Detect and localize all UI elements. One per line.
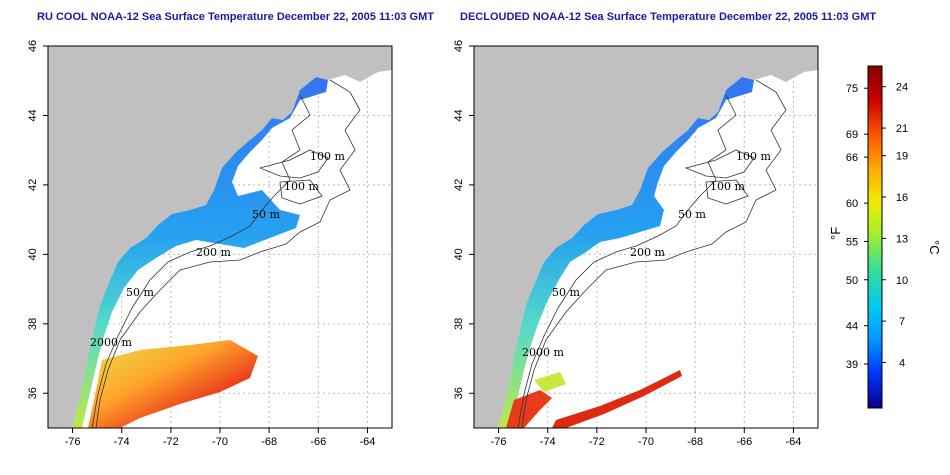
left-sst-map: 100 m 100 m 50 m 200 m 50 m 2000 m -76 -7… (27, 40, 393, 448)
x-tick-label: -72 (589, 436, 605, 448)
fahrenheit-tick-label: 50 (846, 275, 858, 287)
colorbar-gradient (867, 65, 883, 409)
sst-warm-streak (552, 370, 682, 428)
celsius-tick-label: 4 (899, 357, 905, 369)
y-tick-label: 46 (27, 40, 39, 52)
fahrenheit-tick-label: 55 (846, 236, 858, 248)
y-tick-label: 40 (27, 248, 39, 260)
celsius-tick-label: 13 (896, 233, 908, 245)
sst-mild-patch (534, 372, 566, 392)
x-tick-label: -66 (310, 436, 326, 448)
contour-label: 200 m (630, 246, 665, 259)
celsius-tick-label: 10 (896, 275, 908, 287)
sst-warm-water (88, 340, 258, 428)
x-tick-label: -76 (65, 436, 81, 448)
fahrenheit-tick-label: 69 (846, 129, 858, 141)
x-tick-label: -70 (212, 436, 228, 448)
x-tick-label: -64 (785, 436, 801, 448)
contour-label: 50 m (126, 286, 154, 299)
contour-label: 100 m (736, 150, 771, 163)
bathymetry-contours (91, 79, 361, 429)
colorbar: 24 21 19 16 13 10 7 4 75 69 66 60 55 50 44 39 °F °C (828, 65, 942, 409)
colorbar-ticks: 24 21 19 16 13 10 7 4 75 69 66 60 55 50 44 39 (846, 82, 908, 371)
y-tick-label: 44 (453, 109, 465, 121)
y-tick-label: 38 (453, 318, 465, 330)
y-tick-label: 46 (453, 40, 465, 52)
fahrenheit-unit-label: °F (828, 227, 843, 240)
fahrenheit-tick-label: 44 (846, 321, 858, 333)
land-mass (474, 46, 818, 428)
left-panel-title: RU COOL NOAA-12 Sea Surface Temperature … (37, 11, 434, 23)
contour-label: 50 m (552, 286, 580, 299)
y-tick-label: 36 (453, 387, 465, 399)
axis-ticks: -76 -74 -72 -70 -68 -66 -64 36 38 40 42 44 46 (453, 40, 801, 448)
y-tick-label: 44 (27, 109, 39, 121)
x-tick-label: -68 (687, 436, 703, 448)
sst-warm-water (506, 390, 552, 428)
x-tick-label: -76 (491, 436, 507, 448)
bathymetry-contours (517, 79, 787, 429)
celsius-tick-label: 21 (896, 123, 908, 135)
y-tick-label: 36 (27, 387, 39, 399)
x-tick-label: -70 (638, 436, 654, 448)
celsius-unit-label: °C (927, 240, 942, 255)
celsius-tick-label: 16 (896, 192, 908, 204)
celsius-tick-label: 24 (896, 82, 908, 94)
x-tick-label: -74 (540, 436, 556, 448)
fahrenheit-tick-label: 66 (846, 152, 858, 164)
x-tick-label: -74 (114, 436, 130, 448)
fahrenheit-tick-label: 75 (846, 83, 858, 95)
x-tick-label: -68 (261, 436, 277, 448)
contour-label: 100 m (310, 150, 345, 163)
contour-label: 2000 m (90, 336, 132, 349)
contour-label: 200 m (196, 246, 231, 259)
right-panel-title: DECLOUDED NOAA-12 Sea Surface Temperatur… (460, 11, 877, 23)
contour-label: 50 m (252, 208, 280, 221)
contour-label: 100 m (284, 180, 319, 193)
x-tick-label: -64 (359, 436, 375, 448)
x-tick-label: -66 (736, 436, 752, 448)
x-tick-label: -72 (163, 436, 179, 448)
contour-label: 50 m (678, 208, 706, 221)
y-tick-label: 42 (453, 179, 465, 191)
fahrenheit-tick-label: 39 (846, 359, 858, 371)
right-sst-map: 100 m 100 m 50 m 200 m 50 m 2000 m -76 -7… (453, 40, 819, 448)
contour-label: 100 m (710, 180, 745, 193)
fahrenheit-tick-label: 60 (846, 198, 858, 210)
y-tick-label: 42 (27, 179, 39, 191)
y-tick-label: 38 (27, 318, 39, 330)
axis-ticks: -76 -74 -72 -70 -68 -66 -64 36 38 40 42 44 46 (27, 40, 375, 448)
celsius-tick-label: 19 (896, 151, 908, 163)
land-mass (48, 46, 392, 428)
contour-label: 2000 m (522, 346, 564, 359)
celsius-tick-label: 7 (899, 316, 905, 328)
y-tick-label: 40 (453, 248, 465, 260)
